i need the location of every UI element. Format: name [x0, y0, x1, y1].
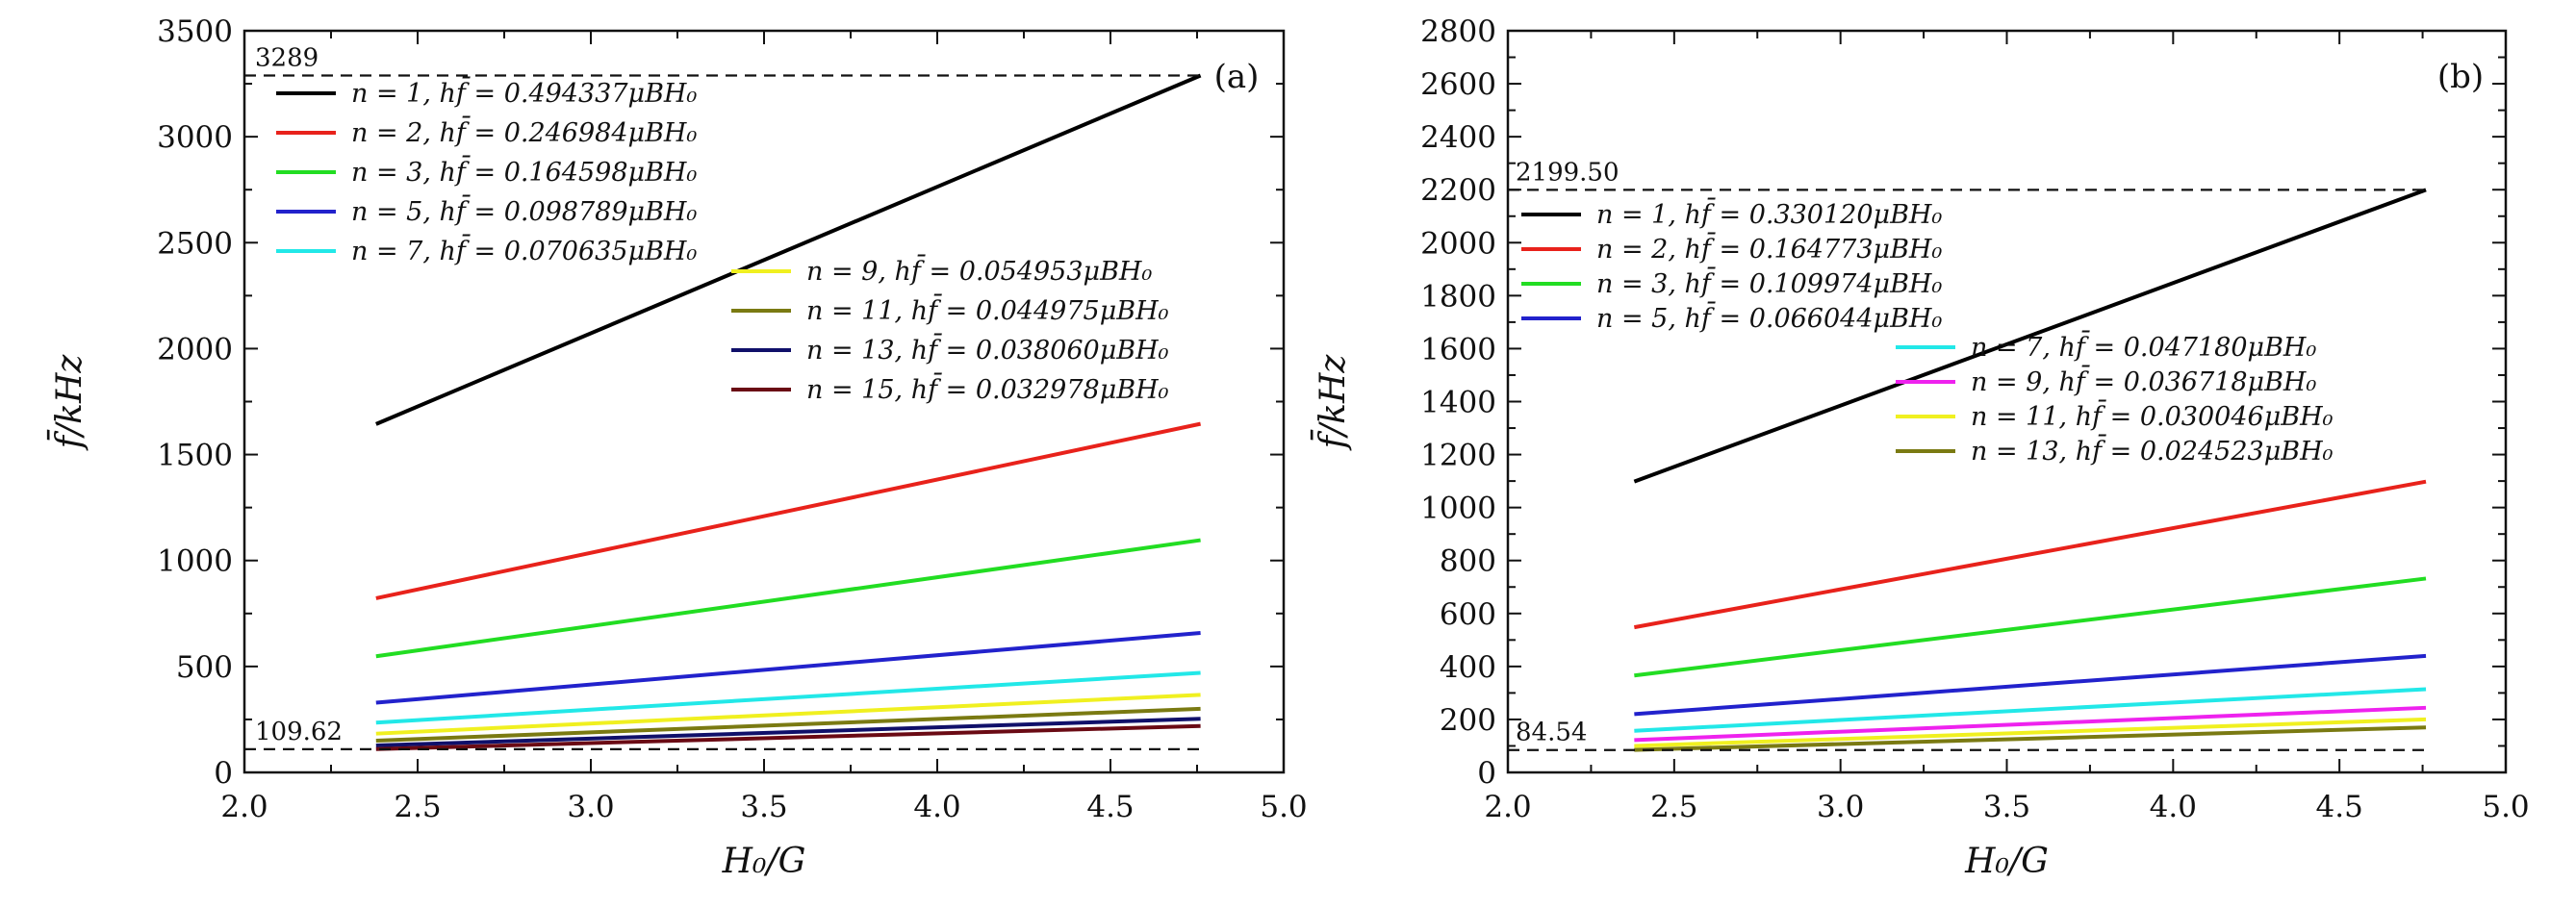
y-tick-label: 200 [1440, 703, 1496, 738]
y-tick-label: 1500 [157, 439, 233, 473]
y-tick-label: 1200 [1420, 439, 1496, 473]
y-tick-label: 2400 [1420, 120, 1496, 155]
y-tick-label: 0 [214, 756, 233, 791]
y-tick-label: 2600 [1420, 67, 1496, 102]
legend-entry: n = 11, hf̄ = 0.044975μBH₀ [806, 292, 1169, 326]
legend-entry: n = 7, hf̄ = 0.047180μBH₀ [1971, 329, 2316, 363]
reference-label-0: 2199.50 [1516, 158, 1620, 187]
y-tick-label: 1600 [1420, 332, 1496, 366]
series-line-6 [375, 706, 1201, 743]
x-tick-label: 2.5 [394, 790, 441, 824]
y-tick-label: 2800 [1420, 14, 1496, 49]
series-line-4 [375, 670, 1201, 725]
x-tick-label: 5.0 [2482, 790, 2529, 824]
y-tick-label: 1400 [1420, 386, 1496, 420]
legend-entry: n = 15, hf̄ = 0.032978μBH₀ [806, 371, 1169, 405]
y-tick-label: 1000 [1420, 492, 1496, 526]
x-tick-label: 2.5 [1650, 790, 1697, 824]
y-tick-label: 2500 [157, 226, 233, 261]
legend-group-1: n = 9, hf̄ = 0.054953μBH₀ n = 11, hf̄ = 0… [731, 253, 1169, 405]
y-tick-label: 2000 [157, 332, 233, 366]
y-axis-title: f̄/kHz [47, 354, 89, 452]
series-line-7 [375, 717, 1201, 748]
x-tick-label: 2.0 [220, 790, 268, 824]
x-axis-title: H₀/G [1964, 842, 2049, 881]
x-tick-label: 4.0 [913, 790, 960, 824]
legend-entry: n = 13, hf̄ = 0.038060μBH₀ [806, 332, 1169, 366]
panel-label: (a) [1214, 58, 1260, 96]
legend-entry: n = 1, hf̄ = 0.330120μBH₀ [1596, 196, 1942, 230]
series-line-2 [1634, 576, 2427, 678]
y-axis-title: f̄/kHz [1311, 354, 1353, 452]
y-tick-label: 800 [1440, 544, 1496, 579]
x-tick-label: 3.5 [1983, 790, 2030, 824]
y-tick-label: 600 [1440, 597, 1496, 632]
legend-group-0: n = 1, hf̄ = 0.494337μBH₀ n = 2, hf̄ = 0.… [276, 75, 697, 266]
chart-panel-0: 3289 109.62 2.0 2.5 3.0 3.5 4.0 4.5 5.0 0 500 1000 1… [47, 14, 1307, 881]
series-line-0 [1633, 188, 2427, 484]
legend-entry: n = 5, hf̄ = 0.098789μBH₀ [351, 193, 697, 227]
series-line-2 [375, 538, 1201, 659]
y-tick-label: 2000 [1420, 226, 1496, 261]
legend-entry: n = 13, hf̄ = 0.024523μBH₀ [1971, 433, 2334, 467]
legend-entry: n = 9, hf̄ = 0.054953μBH₀ [806, 253, 1152, 287]
x-tick-label: 5.0 [1260, 790, 1307, 824]
series-line-4 [1634, 687, 2427, 733]
reference-label-0: 3289 [255, 43, 319, 72]
legend-entry: n = 1, hf̄ = 0.494337μBH₀ [351, 75, 697, 109]
legend-entry: n = 2, hf̄ = 0.164773μBH₀ [1596, 231, 1942, 265]
x-tick-label: 4.5 [2316, 790, 2363, 824]
x-axis-title: H₀/G [722, 842, 806, 881]
x-tick-label: 3.0 [567, 790, 614, 824]
series-line-8 [375, 723, 1201, 751]
series-lines [1633, 188, 2427, 752]
y-tick-label: 3500 [157, 14, 233, 49]
y-tick-label: 1000 [157, 544, 233, 579]
y-tick-label: 0 [1477, 756, 1496, 791]
y-tick-label: 3000 [157, 120, 233, 155]
legend-entry: n = 11, hf̄ = 0.030046μBH₀ [1971, 398, 2334, 432]
legend-entry: n = 5, hf̄ = 0.066044μBH₀ [1596, 300, 1942, 334]
x-tick-label: 4.5 [1086, 790, 1134, 824]
y-tick-label: 1800 [1420, 279, 1496, 314]
legend-entry: n = 3, hf̄ = 0.164598μBH₀ [351, 154, 697, 188]
series-line-0 [375, 73, 1202, 426]
x-tick-label: 3.0 [1817, 790, 1864, 824]
x-tick-label: 4.0 [2150, 790, 2197, 824]
x-tick-label: 3.5 [740, 790, 787, 824]
y-tick-label: 2200 [1420, 173, 1496, 208]
chart-panel-1: 2199.50 84.54 2.0 2.5 3.0 3.5 4.0 4.5 5.0 0 200 400… [1311, 14, 2529, 881]
legend-entry: n = 2, hf̄ = 0.246984μBH₀ [351, 114, 697, 148]
series-line-7 [1634, 725, 2427, 752]
y-tick-label: 500 [176, 650, 233, 685]
series-line-1 [1633, 479, 2427, 630]
series-line-5 [375, 693, 1201, 736]
series-line-6 [1634, 717, 2427, 748]
legend-entry: n = 9, hf̄ = 0.036718μBH₀ [1971, 364, 2316, 397]
series-line-3 [1634, 653, 2427, 717]
legend-entry: n = 7, hf̄ = 0.070635μBH₀ [351, 233, 697, 266]
series-line-5 [1634, 705, 2427, 743]
reference-label-1: 109.62 [255, 718, 343, 746]
reference-label-1: 84.54 [1516, 719, 1587, 747]
series-lines [375, 73, 1202, 751]
panel-label: (b) [2437, 58, 2484, 96]
series-line-1 [375, 421, 1202, 600]
y-tick-label: 400 [1440, 650, 1496, 685]
legend-entry: n = 3, hf̄ = 0.109974μBH₀ [1596, 265, 1942, 299]
series-line-3 [375, 631, 1201, 705]
x-tick-label: 2.0 [1484, 790, 1531, 824]
